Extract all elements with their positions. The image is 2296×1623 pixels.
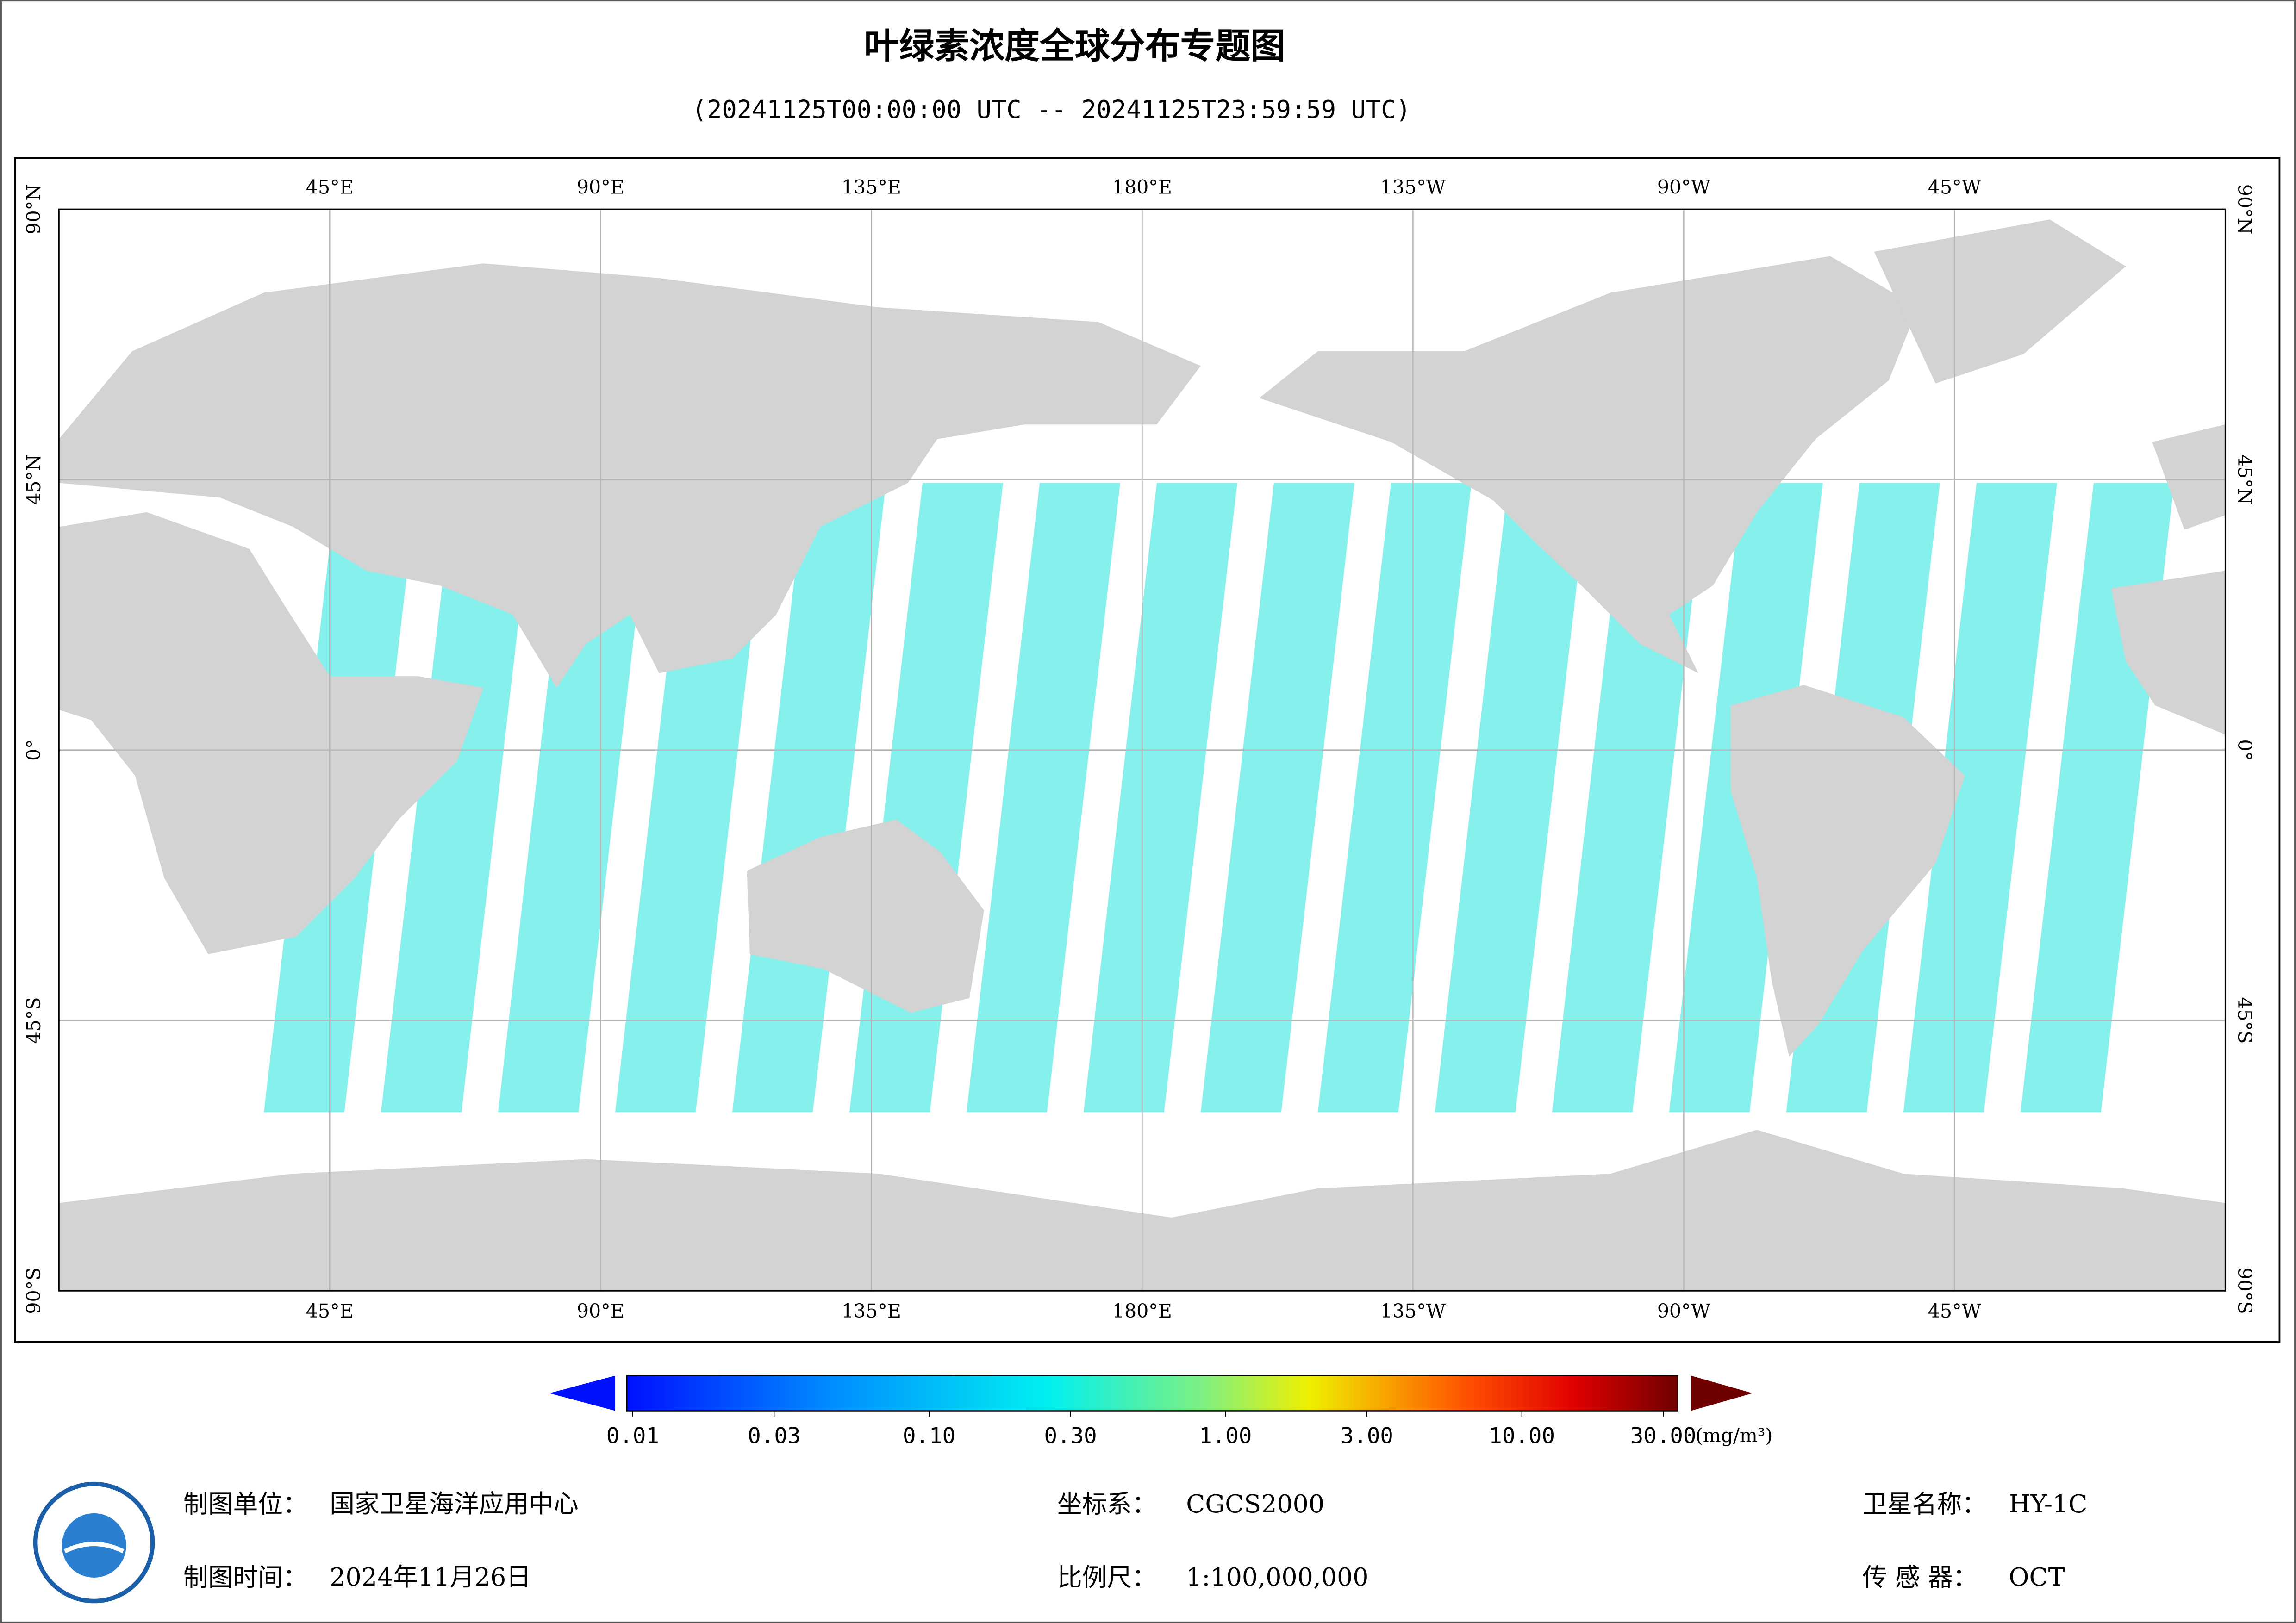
lon-label-bottom: 135°E bbox=[842, 1300, 901, 1322]
north-america bbox=[1259, 256, 1918, 673]
europe-west bbox=[2152, 424, 2226, 530]
footer-label: 坐标系： bbox=[1057, 1490, 1157, 1519]
colorbar-label: 1.00 bbox=[1199, 1423, 1252, 1449]
footer-label: 卫星名称： bbox=[1862, 1490, 1987, 1519]
footer-value: CGCS2000 bbox=[1186, 1489, 1324, 1518]
colorbar-label: 0.30 bbox=[1044, 1423, 1097, 1449]
swath bbox=[498, 483, 652, 1113]
footer-value: HY-1C bbox=[2009, 1489, 2087, 1518]
colorbar-ramp bbox=[626, 1375, 1679, 1412]
subtitle: (20241125T00:00:00 UTC -- 20241125T23:59… bbox=[692, 95, 1411, 124]
swath bbox=[1435, 483, 1589, 1113]
colorbar-arrow-high bbox=[1691, 1375, 1753, 1411]
swath bbox=[966, 483, 1120, 1113]
south-america bbox=[1730, 684, 1965, 1057]
lon-label-bottom: 45°E bbox=[306, 1300, 354, 1322]
footer-label: 比例尺： bbox=[1057, 1563, 1157, 1592]
lon-label-bottom: 90°W bbox=[1657, 1300, 1711, 1322]
colorbar: 0.01 0.03 0.10 0.30 1.00 3.00 10.00 30.00(mg/m³… bbox=[549, 1375, 1773, 1449]
swath bbox=[1083, 483, 1237, 1113]
colorbar-label: 0.10 bbox=[903, 1423, 955, 1449]
lon-label-bottom: 90°E bbox=[577, 1300, 624, 1322]
footer-value: 国家卫星海洋应用中心 bbox=[330, 1489, 579, 1518]
map-border bbox=[58, 208, 2227, 1292]
lat-label-left: 90°N bbox=[23, 184, 45, 235]
lon-label-top: 45°W bbox=[1928, 176, 1982, 198]
map-frame bbox=[14, 157, 2281, 1343]
colorbar-label: 10.00 bbox=[1489, 1423, 1555, 1449]
swath bbox=[1317, 483, 1472, 1113]
footer-label: 传 感 器： bbox=[1862, 1563, 1978, 1592]
logo-wave bbox=[63, 1542, 125, 1554]
africa bbox=[59, 512, 484, 954]
footer-value: 2024年11月26日 bbox=[330, 1562, 531, 1592]
map: 45°E 45°E 90°E 90°E 135°E 135°E 180°E 180°E 135°… bbox=[23, 176, 2256, 1322]
footer-value: 1:100,000,000 bbox=[1186, 1562, 1368, 1592]
lon-label-top: 90°E bbox=[577, 176, 624, 198]
australia bbox=[747, 819, 984, 1013]
lon-label-bottom: 135°W bbox=[1380, 1300, 1446, 1322]
land bbox=[59, 219, 2226, 1291]
swath bbox=[381, 483, 535, 1113]
lon-label-top: 135°W bbox=[1380, 176, 1446, 198]
colorbar-label: 30.00 bbox=[1630, 1423, 1697, 1449]
lon-label-top: 45°E bbox=[306, 176, 354, 198]
footer-value: OCT bbox=[2009, 1562, 2065, 1592]
colorbar-label: 0.03 bbox=[748, 1423, 800, 1449]
lon-label-top: 90°W bbox=[1657, 176, 1711, 198]
lat-label-right: 0° bbox=[2234, 739, 2256, 761]
swath bbox=[1200, 483, 1354, 1113]
greenland bbox=[1874, 219, 2126, 384]
lat-label-right: 45°S bbox=[2234, 997, 2256, 1044]
lat-label-right: 90°N bbox=[2234, 184, 2256, 235]
footer: 制图单位： 国家卫星海洋应用中心 坐标系： CGCS2000 卫星名称： HY-1C 制图时… bbox=[183, 1489, 2087, 1592]
lon-label-bottom: 45°W bbox=[1928, 1300, 1982, 1322]
footer-label: 制图时间： bbox=[183, 1563, 308, 1592]
lon-label-top: 135°E bbox=[842, 176, 901, 198]
colorbar-label: 0.01 bbox=[606, 1423, 659, 1449]
lat-label-left: 90°S bbox=[23, 1268, 45, 1314]
logo bbox=[33, 1481, 155, 1604]
lat-label-right: 90°S bbox=[2234, 1268, 2256, 1314]
africa-west bbox=[2111, 571, 2226, 735]
colorbar-unit: (mg/m³) bbox=[1696, 1424, 1773, 1447]
swath bbox=[1903, 483, 2057, 1113]
title: 叶绿素浓度全球分布专题图 bbox=[864, 25, 1286, 66]
lon-label-top: 180°E bbox=[1112, 176, 1172, 198]
lat-label-left: 45°N bbox=[23, 454, 45, 505]
eurasia bbox=[59, 263, 1201, 688]
footer-label: 制图单位： bbox=[183, 1490, 308, 1519]
lon-label-bottom: 180°E bbox=[1112, 1300, 1172, 1322]
colorbar-arrow-low bbox=[549, 1375, 615, 1411]
lat-label-left: 0° bbox=[23, 739, 45, 761]
lat-label-right: 45°N bbox=[2234, 454, 2256, 505]
colorbar-label: 3.00 bbox=[1341, 1423, 1393, 1449]
lat-label-left: 45°S bbox=[23, 997, 45, 1044]
